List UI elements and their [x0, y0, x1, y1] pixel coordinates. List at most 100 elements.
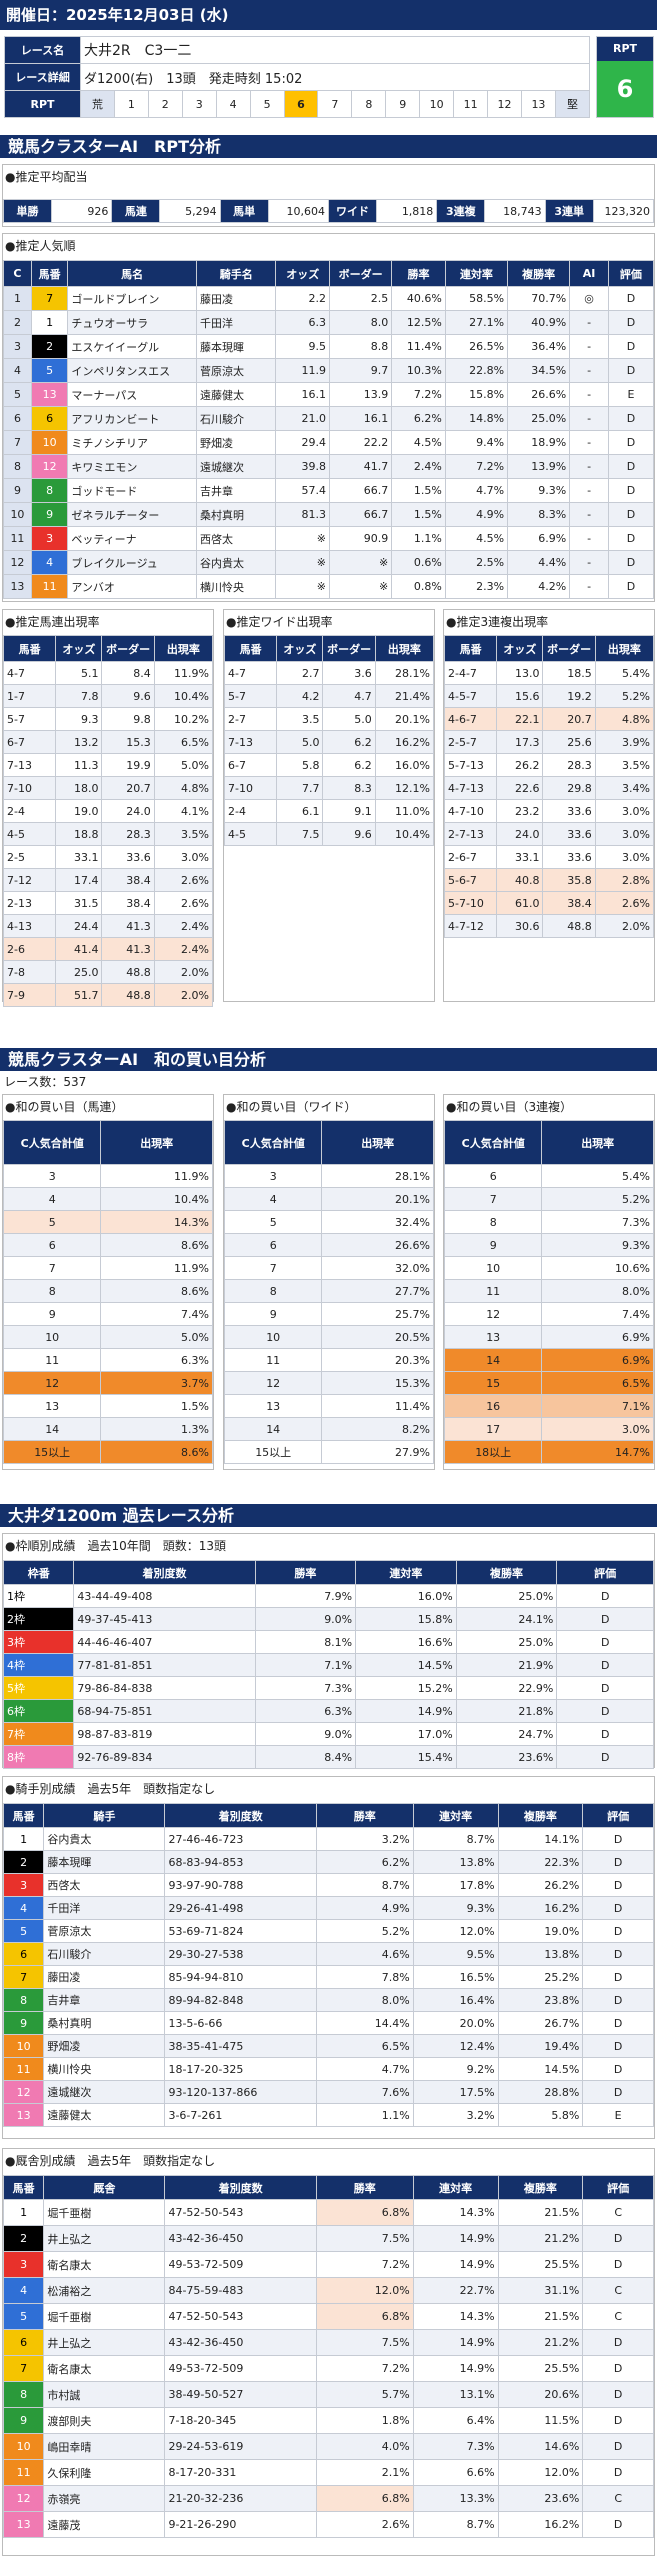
- wa_umaren-cell-rate: 14.3%: [100, 1210, 213, 1234]
- sanren-cell-0: 2-5-7: [443, 730, 498, 754]
- pop-row: 6 6 アフリカンビート 石川駿介 21.0 16.1 6.2% 14.8% 25.0% - D: [3, 406, 655, 431]
- trainer-row: 2 井上弘之 43-42-36-450 7.5% 14.9% 21.2% D: [2, 2225, 654, 2252]
- pop-cell-ren: 15.8%: [444, 382, 509, 407]
- wa-umaren-box: ●和の買い目（馬連） C人気合計値 出現率 3 11.9% 4 10.4% 5 14.3% 6 8…: [2, 1094, 214, 1470]
- pop-cell-jockey: 遠藤健太: [196, 382, 277, 407]
- waku-cell-3: 17.0%: [355, 1722, 457, 1746]
- jockey-cell-0: 11: [2, 2057, 45, 2081]
- sanren-row: 2-5-7 17.3 25.6 3.9%: [443, 730, 655, 754]
- jockey-cell-1: 西啓太: [43, 1873, 166, 1897]
- jockey-cell-4: 20.0%: [412, 2011, 499, 2035]
- umaren-cell-2: 9.6: [101, 684, 155, 708]
- rpt-cell-10: 10: [419, 90, 455, 118]
- wa_wide-cell-rate: 20.3%: [321, 1348, 434, 1372]
- waku-cell-5: D: [556, 1607, 654, 1631]
- pop-row: 9 8 ゴッドモード 吉井章 57.4 66.7 1.5% 4.7% 9.3% - D: [3, 478, 655, 503]
- waku-cell-5: D: [556, 1676, 654, 1700]
- wide-cell-0: 2-4: [223, 799, 278, 823]
- waku-cell-5: D: [556, 1722, 654, 1746]
- pop-cell-c: 4: [3, 358, 32, 383]
- wide-header-1: オッズ: [276, 635, 324, 662]
- jockey-cell-5: 14.1%: [497, 1827, 584, 1851]
- umaren-cell-1: 7.8: [55, 684, 103, 708]
- rpt-cell-11: 11: [453, 90, 489, 118]
- wide-cell-0: 2-7: [223, 707, 278, 731]
- sanren-cell-1: 22.1: [496, 707, 544, 731]
- waku-cell-0: 2枠: [2, 1607, 75, 1631]
- wa_sanren-cell-rate: 5.4%: [541, 1164, 654, 1188]
- wa_sanren-cell-rate: 10.6%: [541, 1256, 654, 1280]
- trainer-cell-5: 14.6%: [497, 2433, 584, 2460]
- wa_umaren-cell-sum: 13: [2, 1394, 102, 1418]
- wide-cell-3: 21.4%: [374, 684, 435, 708]
- pop-row: 11 3 ベッティーナ 西啓太 ※ 90.9 1.1% 4.5% 6.9% - D: [3, 526, 655, 551]
- trainer-cell-4: 13.3%: [412, 2485, 499, 2512]
- umaren-row: 6-7 13.2 15.3 6.5%: [2, 730, 214, 754]
- rpt-cell-1: 1: [113, 90, 149, 118]
- trainer-cell-0: 6: [2, 2329, 45, 2356]
- pop-cell-odds: 9.5: [275, 334, 331, 359]
- pop-cell-win: 2.4%: [391, 454, 446, 479]
- jockey-cell-5: 5.8%: [497, 2103, 584, 2127]
- payout-label-3: ワイド: [327, 199, 377, 223]
- umaren-cell-2: 20.7: [101, 776, 155, 800]
- pop-cell-num: 9: [30, 502, 69, 527]
- pop-cell-border: 8.8: [329, 334, 393, 359]
- waku-cell-1: 98-87-83-819: [73, 1722, 256, 1746]
- umaren-cell-0: 4-5: [2, 822, 57, 846]
- trainer-header-4: 連対率: [412, 2175, 499, 2200]
- sanren-cell-3: 3.9%: [594, 730, 655, 754]
- waku-cell-0: 3枠: [2, 1630, 75, 1654]
- pop-cell-num: 12: [30, 454, 69, 479]
- umaren-cell-2: 48.8: [101, 960, 155, 984]
- pop-cell-fuku: 70.7%: [507, 286, 571, 311]
- umaren-header-0: 馬番: [2, 635, 57, 662]
- jockey-row: 2 藤本現暉 68-83-94-853 6.2% 13.8% 22.3% D: [2, 1850, 654, 1874]
- pop-cell-c: 6: [3, 406, 32, 431]
- jockey-header-3: 勝率: [315, 1803, 414, 1828]
- trainer-row: 6 井上弘之 43-42-36-450 7.5% 14.9% 21.2% D: [2, 2329, 654, 2356]
- trainer-cell-0: 8: [2, 2381, 45, 2408]
- wide-cell-3: 11.0%: [374, 799, 435, 823]
- pop-cell-border: 66.7: [329, 502, 393, 527]
- rpt-cell-3: 3: [181, 90, 217, 118]
- trainer-header-0: 馬番: [2, 2175, 45, 2200]
- wa_sanren-cell-rate: 3.0%: [541, 1417, 654, 1441]
- wa_sanren-cell-sum: 18以上: [443, 1440, 543, 1464]
- umaren-row: 7-9 51.7 48.8 2.0%: [2, 983, 214, 1007]
- trainer-cell-6: C: [582, 2277, 654, 2304]
- umaren-title: ●推定馬連出現率: [5, 615, 100, 629]
- trainer-cell-0: 1: [2, 2199, 45, 2226]
- wa-wide-title: ●和の買い目（ワイド）: [226, 1100, 357, 1114]
- wa_wide-cell-rate: 27.9%: [321, 1440, 434, 1464]
- umaren-cell-2: 33.6: [101, 845, 155, 869]
- jockey-cell-0: 9: [2, 2011, 45, 2035]
- wa_wide-cell-sum: 5: [223, 1210, 323, 1234]
- pop-header-5: ボーダー: [329, 260, 393, 287]
- waku-header-4: 複勝率: [455, 1560, 558, 1585]
- wa_wide-cell-sum: 9: [223, 1302, 323, 1326]
- jockey-cell-2: 93-120-137-866: [164, 2080, 317, 2104]
- jockey-cell-3: 3.2%: [315, 1827, 414, 1851]
- wa_umaren-row: 8 8.6%: [2, 1279, 213, 1303]
- sanren-row: 2-4-7 13.0 18.5 5.4%: [443, 661, 655, 685]
- pop-cell-odds: ※: [275, 574, 331, 599]
- jockey-cell-2: 89-94-82-848: [164, 1988, 317, 2012]
- umaren-cell-3: 4.1%: [153, 799, 214, 823]
- umaren-cell-3: 5.0%: [153, 753, 214, 777]
- jockey-row: 12 遠城継次 93-120-137-866 7.6% 17.5% 28.8% D: [2, 2080, 654, 2104]
- wa_sanren-cell-sum: 13: [443, 1325, 543, 1349]
- umaren-cell-2: 19.9: [101, 753, 155, 777]
- wide-cell-3: 28.1%: [374, 661, 435, 685]
- sanren-row: 2-6-7 33.1 33.6 3.0%: [443, 845, 655, 869]
- pop-cell-name: インペリタンスエス: [67, 358, 198, 383]
- wa_wide-cell-sum: 7: [223, 1256, 323, 1280]
- trainer-cell-2: 9-21-26-290: [164, 2511, 317, 2538]
- sanren-row: 2-7-13 24.0 33.6 3.0%: [443, 822, 655, 846]
- umaren-cell-1: 25.0: [55, 960, 103, 984]
- sanren-cell-2: 35.8: [542, 868, 596, 892]
- trainer-cell-4: 14.9%: [412, 2355, 499, 2382]
- wa_wide-cell-rate: 27.7%: [321, 1279, 434, 1303]
- wa_wide-row: 8 27.7%: [223, 1279, 434, 1303]
- trainer-cell-1: 嶋田幸晴: [43, 2433, 166, 2460]
